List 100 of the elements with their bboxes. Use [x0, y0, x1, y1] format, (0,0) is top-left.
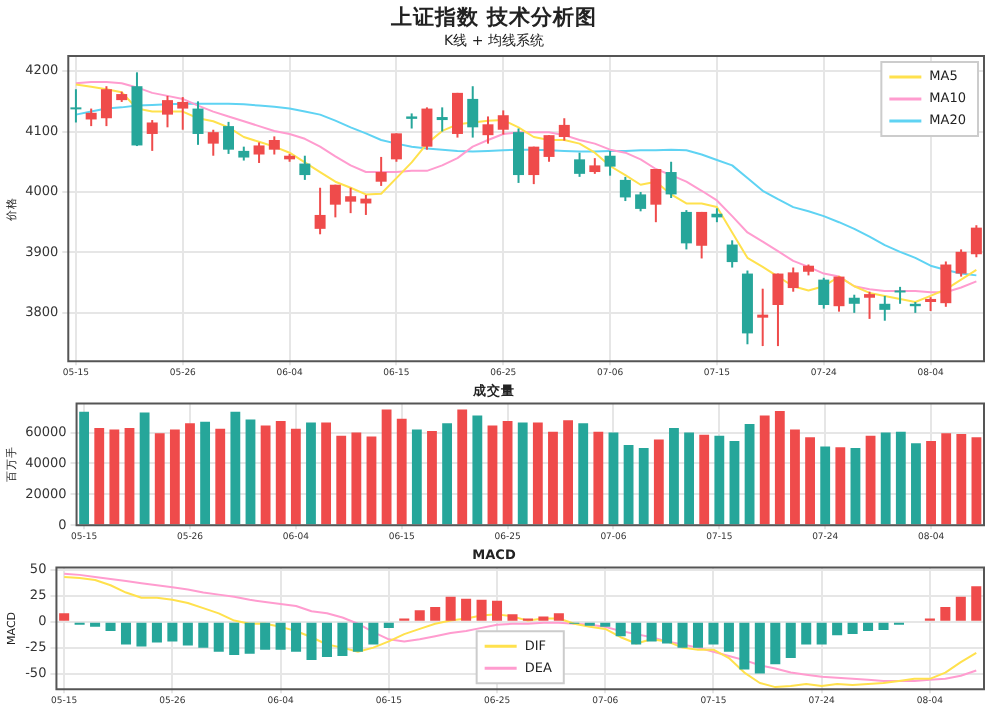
- bar: [445, 596, 456, 621]
- bar: [461, 598, 472, 621]
- bar: [487, 425, 498, 525]
- bar: [517, 422, 528, 525]
- bar: [729, 441, 740, 525]
- bar: [442, 423, 453, 525]
- bar: [507, 614, 518, 621]
- bar: [770, 622, 781, 665]
- bar: [351, 432, 362, 525]
- bar: [245, 419, 256, 525]
- bar: [230, 411, 241, 525]
- bar: [801, 622, 812, 645]
- bar: [677, 622, 688, 648]
- bar: [306, 422, 316, 525]
- bar: [615, 622, 626, 637]
- bar: [850, 447, 861, 525]
- bar: [136, 622, 147, 647]
- bar: [260, 622, 271, 650]
- candlestick: [757, 288, 769, 347]
- bar: [835, 447, 846, 525]
- bar: [708, 622, 719, 645]
- bar: [213, 622, 224, 652]
- bar: [396, 418, 407, 525]
- bar: [275, 622, 286, 650]
- bar: [790, 429, 800, 525]
- bar: [744, 424, 755, 525]
- bar: [336, 435, 347, 525]
- bar: [244, 622, 255, 654]
- bar: [383, 622, 394, 628]
- bar: [805, 437, 815, 525]
- bar: [816, 622, 827, 645]
- bar: [578, 423, 589, 525]
- bar: [321, 622, 332, 657]
- bar: [229, 622, 240, 655]
- bar: [878, 622, 889, 630]
- bar: [847, 622, 858, 635]
- bar: [200, 421, 211, 525]
- bar: [154, 433, 165, 525]
- bar: [956, 434, 967, 525]
- bar: [563, 420, 573, 525]
- bar: [785, 622, 796, 659]
- candlestick: [436, 107, 448, 132]
- bar: [971, 586, 982, 621]
- bar: [926, 441, 936, 525]
- bar: [337, 622, 348, 656]
- bar: [623, 444, 634, 525]
- bar: [532, 422, 543, 525]
- bar: [820, 446, 831, 525]
- bar: [759, 415, 770, 525]
- bar: [723, 622, 734, 652]
- bar: [169, 429, 180, 525]
- bar: [430, 607, 441, 621]
- bar: [476, 599, 487, 621]
- bar: [714, 435, 725, 525]
- bar: [971, 437, 982, 525]
- bar: [955, 596, 966, 621]
- bar: [774, 410, 785, 525]
- bar: [321, 422, 332, 525]
- bar: [411, 429, 422, 525]
- bar: [699, 434, 710, 525]
- bar: [653, 439, 664, 525]
- bar: [59, 613, 70, 621]
- bar: [548, 431, 558, 525]
- bar: [646, 622, 657, 642]
- bar: [185, 423, 195, 525]
- bar: [492, 600, 503, 621]
- bar: [120, 622, 132, 645]
- bar: [880, 432, 891, 525]
- bar: [457, 409, 468, 525]
- bar: [198, 622, 209, 648]
- candlestick: [70, 89, 82, 123]
- bar: [684, 432, 694, 525]
- bar: [593, 431, 604, 525]
- bar: [832, 622, 843, 636]
- bar: [692, 622, 704, 648]
- bar: [366, 436, 377, 525]
- bar: [109, 429, 120, 525]
- bar: [472, 415, 483, 525]
- bar: [940, 607, 951, 621]
- bar: [895, 431, 906, 525]
- bar: [754, 622, 765, 674]
- bar: [94, 427, 105, 525]
- bar: [941, 433, 952, 525]
- bar: [608, 432, 619, 525]
- bar: [352, 622, 363, 652]
- bar: [427, 431, 437, 525]
- bar: [79, 411, 90, 525]
- bar: [124, 427, 135, 525]
- bar: [167, 622, 178, 642]
- bar: [368, 622, 379, 645]
- bar: [865, 435, 876, 525]
- bar: [863, 622, 874, 631]
- chart-title: 上证指数 技术分析图: [389, 4, 597, 31]
- bar: [414, 610, 425, 621]
- bar: [215, 428, 226, 525]
- bar: [631, 622, 642, 645]
- bar: [139, 412, 150, 525]
- bar: [290, 428, 301, 525]
- bar: [182, 622, 193, 646]
- bar: [291, 622, 302, 652]
